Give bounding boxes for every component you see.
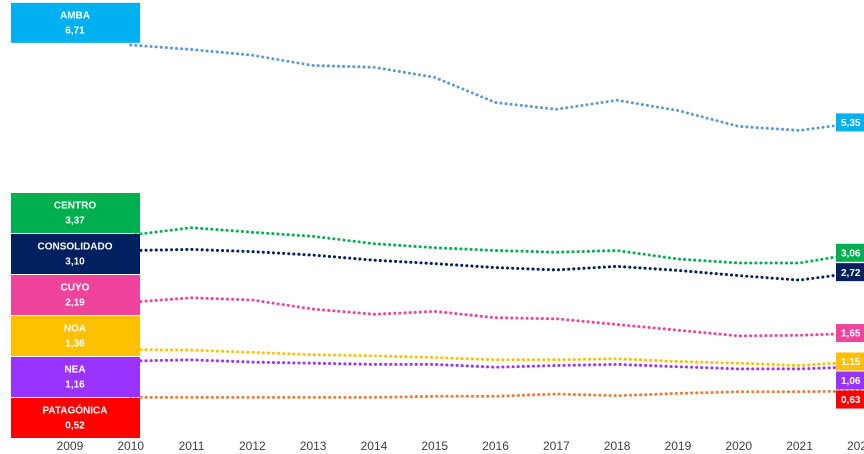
- x-tick-label: 2020: [725, 439, 752, 453]
- value-label: 1,16: [65, 380, 85, 391]
- line: [129, 226, 862, 265]
- value-label: 1,36: [65, 339, 85, 350]
- end-label-box: [836, 324, 864, 343]
- label-box: [11, 193, 140, 233]
- series-label: CONSOLIDADO 3,10: [11, 234, 140, 274]
- end-value-label: 1,65: [841, 329, 861, 340]
- x-tick-label: 2013: [300, 439, 327, 453]
- line: [129, 247, 862, 282]
- end-label-box: [836, 113, 864, 132]
- line: [129, 389, 862, 399]
- value-label: 6,71: [65, 25, 85, 36]
- x-tick-label: 2009: [57, 439, 84, 453]
- value-label: 0,52: [65, 421, 85, 432]
- x-tick-label: 2016: [482, 439, 509, 453]
- end-label-box: [836, 243, 864, 262]
- series-name: NOA: [64, 324, 86, 335]
- label-box: [11, 275, 140, 315]
- end-label-box: [836, 352, 864, 371]
- series-label: AMBA 6,71: [11, 2, 140, 43]
- series-name: PATAGÓNICA: [43, 404, 108, 417]
- series-name: CUYO: [61, 283, 90, 294]
- x-tick-label: 2015: [421, 439, 448, 453]
- end-value-label: 3,06: [841, 248, 861, 259]
- x-tick-label: 2011: [179, 439, 205, 453]
- series-label: CENTRO 3,37: [11, 193, 140, 233]
- label-box: [11, 357, 140, 397]
- line: [129, 43, 862, 132]
- x-tick-label: 2012: [239, 439, 266, 453]
- series-name: NEA: [64, 365, 85, 376]
- x-tick-label: 2019: [665, 439, 692, 453]
- end-value-label: 5,35: [841, 118, 861, 129]
- series-label: CUYO 2,19: [11, 275, 140, 315]
- x-tick-label: 2017: [543, 439, 570, 453]
- end-label-box: [836, 371, 864, 390]
- series-name: CENTRO: [54, 201, 96, 212]
- line: [129, 296, 862, 338]
- end-value-label: 0,63: [841, 395, 861, 406]
- value-label: 2,19: [65, 298, 85, 309]
- x-tick-label: 2022: [847, 439, 864, 453]
- end-value-label: 2,72: [841, 268, 861, 279]
- series-name: AMBA: [60, 10, 90, 21]
- value-label: 3,37: [65, 216, 85, 227]
- x-tick-label: 2010: [117, 439, 144, 453]
- label-box: [11, 2, 140, 43]
- x-tick-label: 2018: [604, 439, 631, 453]
- end-value-label: 1,06: [841, 376, 861, 387]
- end-label-box: [836, 263, 864, 282]
- line: [129, 358, 862, 371]
- line: [129, 348, 862, 368]
- series-label: PATAGÓNICA 0,52: [11, 398, 140, 438]
- end-label-box: [836, 390, 864, 409]
- value-label: 3,10: [65, 257, 85, 268]
- series-name: CONSOLIDADO: [38, 242, 113, 253]
- x-tick-label: 2021: [786, 439, 813, 453]
- end-value-label: 1,15: [841, 357, 861, 368]
- series-label: NOA 1,36: [11, 316, 140, 356]
- label-box: [11, 398, 140, 438]
- label-box: [11, 316, 140, 356]
- label-box: [11, 234, 140, 274]
- x-tick-label: 2014: [361, 439, 388, 453]
- series-label: NEA 1,16: [11, 357, 140, 397]
